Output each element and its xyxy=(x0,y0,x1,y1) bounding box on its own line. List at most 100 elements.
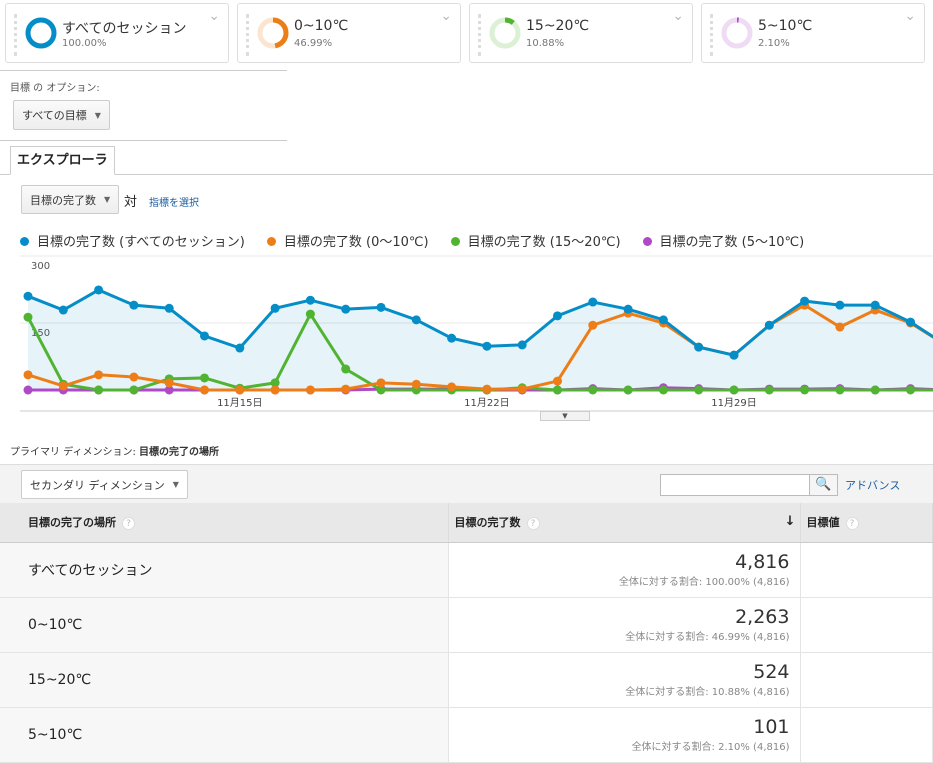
data-point xyxy=(906,317,915,327)
x-tick-label: 11月29日 xyxy=(711,397,756,409)
table-search-input[interactable] xyxy=(660,474,810,496)
select-metric-link[interactable]: 指標を選択 xyxy=(149,198,199,209)
goal-value-cell xyxy=(800,597,933,653)
secondary-dimension-dropdown[interactable]: セカンダリ ディメンション ▼ xyxy=(21,470,188,499)
chevron-down-icon[interactable]: ⌄ xyxy=(440,8,452,24)
completions-value: 524 xyxy=(753,661,790,683)
legend-item[interactable]: 目標の完了数 (5～10℃) xyxy=(642,231,804,250)
goal-location-cell[interactable]: 5~10℃ xyxy=(0,707,449,763)
segment-percent: 10.88% xyxy=(526,38,565,49)
goal-options-label: 目標 の オプション: xyxy=(10,83,100,94)
data-point xyxy=(23,312,33,322)
line-chart: 300 150 11月15日 11月22日 11月29日 xyxy=(20,255,933,412)
legend-dot-icon xyxy=(450,237,460,246)
data-point xyxy=(411,315,421,325)
goal-location-cell[interactable]: 0~10℃ xyxy=(0,597,449,653)
goal-location-cell[interactable]: 15~20℃ xyxy=(0,652,449,708)
data-point xyxy=(270,378,280,388)
segment-percent: 2.10% xyxy=(758,38,790,49)
goal-completions-cell: 4,816 全体に対する割合: 100.00% (4,816) xyxy=(448,542,801,598)
primary-dimension: プライマリ ディメンション: 目標の完了の場所 xyxy=(10,443,219,458)
data-point xyxy=(729,350,739,360)
data-point xyxy=(129,385,139,395)
chevron-down-icon[interactable]: ⌄ xyxy=(208,8,220,24)
tab-bar-line xyxy=(0,174,933,175)
advanced-link[interactable]: アドバンス xyxy=(845,479,901,492)
legend-label: 目標の完了数 (0～10℃) xyxy=(283,235,429,250)
legend-dot-icon xyxy=(642,237,652,246)
data-point xyxy=(623,304,633,314)
data-point xyxy=(164,378,174,388)
help-icon[interactable]: ? xyxy=(122,517,135,531)
y-tick-label: 300 xyxy=(31,261,50,272)
legend-item[interactable]: 目標の完了数 (0～10℃) xyxy=(266,231,429,250)
segment-percent: 46.99% xyxy=(294,38,333,49)
segment-donut-icon xyxy=(721,17,753,49)
data-point xyxy=(553,376,562,386)
legend-item[interactable]: 目標の完了数 (すべてのセッション) xyxy=(20,231,245,250)
col-header-goal-value[interactable]: 目標値? xyxy=(800,503,933,543)
data-point xyxy=(23,370,33,380)
table-row[interactable]: 5~10℃ 101 全体に対する割合: 2.10% (4,816) xyxy=(0,707,933,763)
segment-donut-icon xyxy=(489,17,521,49)
chart-collapse-toggle[interactable]: ▼ xyxy=(540,411,590,421)
table-row[interactable]: 15~20℃ 524 全体に対する割合: 10.88% (4,816) xyxy=(0,652,933,708)
segment-card[interactable]: 15~20℃ 10.88% ⌄ xyxy=(469,3,693,63)
chevron-down-icon[interactable]: ⌄ xyxy=(672,8,684,24)
help-icon[interactable]: ? xyxy=(845,517,859,531)
data-point xyxy=(517,384,527,394)
data-point xyxy=(200,373,209,383)
col-header-goal-location[interactable]: 目標の完了の場所? xyxy=(0,503,449,543)
data-point xyxy=(200,385,209,395)
goal-value-cell xyxy=(800,707,933,763)
col-header-goal-completions[interactable]: 目標の完了数? ↓ xyxy=(448,503,801,543)
data-point xyxy=(658,385,668,395)
table-header-row: 目標の完了の場所? 目標の完了数? ↓ 目標値? xyxy=(0,503,933,543)
table-row[interactable]: 0~10℃ 2,263 全体に対する割合: 46.99% (4,816) xyxy=(0,597,933,653)
data-point xyxy=(376,378,386,388)
data-point xyxy=(800,385,810,395)
chart-legend: 目標の完了数 (すべてのセッション) 目標の完了数 (0～10℃) 目標の完了数 (… xyxy=(20,231,930,250)
goal-completions-cell: 2,263 全体に対する割合: 46.99% (4,816) xyxy=(448,597,801,653)
segment-card[interactable]: 5~10℃ 2.10% ⌄ xyxy=(701,3,925,63)
goal-options-dropdown[interactable]: すべての目標 ▼ xyxy=(13,100,110,130)
goal-completions-cell: 101 全体に対する割合: 2.10% (4,816) xyxy=(448,707,801,763)
data-point xyxy=(94,385,104,395)
segment-card[interactable]: 0~10℃ 46.99% ⌄ xyxy=(237,3,461,63)
drag-handle[interactable] xyxy=(14,14,17,56)
primary-dimension-label: プライマリ ディメンション: xyxy=(10,447,136,458)
data-point xyxy=(800,296,810,306)
data-point xyxy=(341,364,351,374)
table-row[interactable]: すべてのセッション 4,816 全体に対する割合: 100.00% (4,816) xyxy=(0,542,933,598)
segment-card[interactable]: すべてのセッション 100.00% ⌄ xyxy=(5,3,229,63)
goal-options-value: すべての目標 xyxy=(22,109,87,122)
data-point xyxy=(906,385,915,395)
data-point xyxy=(870,300,880,310)
divider xyxy=(0,70,287,71)
drag-handle[interactable] xyxy=(246,14,249,56)
data-point xyxy=(411,379,421,389)
primary-dimension-value[interactable]: 目標の完了の場所 xyxy=(139,447,220,458)
data-point xyxy=(588,297,598,307)
goal-value-cell xyxy=(800,652,933,708)
y-tick-label: 150 xyxy=(31,328,50,339)
data-point xyxy=(23,385,33,395)
legend-dot-icon xyxy=(20,237,29,246)
help-icon[interactable]: ? xyxy=(526,517,540,531)
drag-handle[interactable] xyxy=(710,14,713,56)
data-point xyxy=(835,322,845,332)
completions-share: 全体に対する割合: 100.00% (4,816) xyxy=(618,577,790,588)
goal-location-cell[interactable]: すべてのセッション xyxy=(0,542,449,598)
data-point xyxy=(305,295,315,305)
data-point xyxy=(764,320,774,330)
drag-handle[interactable] xyxy=(478,14,481,56)
goal-value-cell xyxy=(800,542,933,598)
search-icon: 🔍 xyxy=(815,477,832,492)
vs-label: 対 xyxy=(124,195,138,210)
legend-item[interactable]: 目標の完了数 (15～20℃) xyxy=(450,231,621,250)
tab-explorer[interactable]: エクスプローラ xyxy=(10,146,115,175)
chevron-down-icon[interactable]: ⌄ xyxy=(904,8,916,24)
search-button[interactable]: 🔍 xyxy=(809,474,838,496)
metric-dropdown[interactable]: 目標の完了数 ▼ xyxy=(21,185,120,214)
legend-dot-icon xyxy=(266,237,276,246)
